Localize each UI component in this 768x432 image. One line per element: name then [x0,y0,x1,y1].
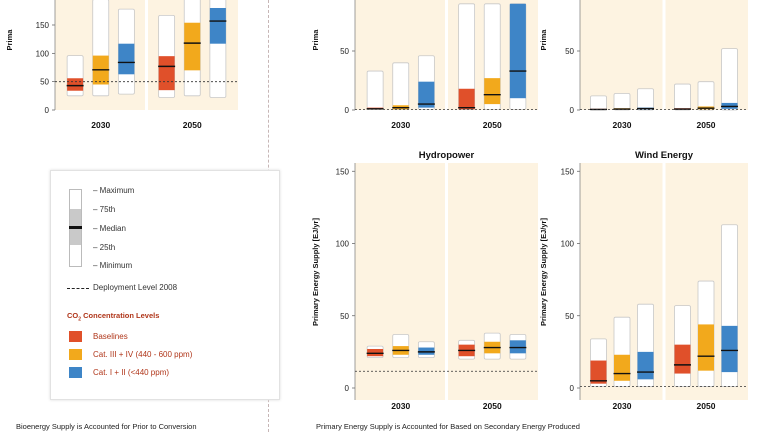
top-middle-category-label: 2050 [483,120,502,130]
top-middle-box-range [366,70,384,110]
hydropower-ytick-label: 150 [336,167,350,176]
legend-maximum: – Maximum [93,186,135,195]
deployment-line-icon [67,288,89,289]
legend-median-label: Median [99,224,126,233]
wind-ylabel: Primary Energy Supply [EJ/yr] [539,218,548,326]
bioenergy-box-iqr-cat_i_ii [118,43,135,75]
cat-iii-iv-swatch [69,349,82,360]
wind-box-iqr-cat_i_ii [637,351,654,380]
cat-i-ii-swatch [69,367,82,378]
top-right-box-range [637,88,654,111]
wind-category-label: 2050 [697,401,716,411]
legend-cat-iii-iv-label: Cat. III + IV (440 - 600 ppm) [93,350,193,359]
wind-ytick-label: 100 [561,240,575,249]
legend-cat-iii-iv: Cat. III + IV (440 - 600 ppm) [51,349,279,363]
hydropower-ytick-label: 50 [340,312,349,321]
wind-ytick-label: 50 [565,312,574,321]
top-middle-category-label: 2030 [391,120,410,130]
top-right-box-range [721,48,738,111]
top-middle-box-iqr-cat_i_ii [509,3,526,99]
top-right-category-label: 2050 [697,120,716,130]
top-right-ytick-label: 50 [565,47,574,56]
legend: – Maximum – 75th – Median – 25th – Minim… [50,170,280,400]
top-middle-ytick-label: 50 [340,47,349,56]
bioenergy-ytick-label: 50 [40,78,49,87]
legend-box-glyph [69,189,82,267]
hydropower-box-iqr-cat_i_ii [509,340,526,354]
hydropower-box-iqr-cat_i_ii [418,347,435,355]
top-middle-box-iqr-cat_i_ii [418,81,435,108]
top-middle-box-range [392,62,410,110]
hydropower-category-label: 2050 [483,401,502,411]
legend-deployment-label: Deployment Level 2008 [93,283,178,292]
wind-title: Wind Energy [635,150,694,161]
hydropower-category-label: 2030 [391,401,410,411]
bioenergy-ytick-label: 0 [45,106,50,115]
legend-deployment: Deployment Level 2008 [51,283,279,297]
co2-subscript: 2 [78,316,82,323]
bioenergy-box-iqr-baselines [67,78,84,91]
hydropower-box-iqr-baselines [367,348,384,357]
top-middle-ylabel: Prima [311,29,320,51]
concentration-label: Concentration Levels [81,311,160,320]
legend-p25: – 25th [93,243,116,252]
wind-category-label: 2030 [613,401,632,411]
wind-box-iqr-baselines [590,360,607,384]
top-right-box-range [613,93,631,111]
legend-p75-label: 75th [99,205,116,214]
bioenergy-box-iqr-baselines [158,56,175,91]
wind-box-iqr-cat_i_ii [721,325,738,373]
bioenergy-ytick-label: 150 [36,21,50,30]
bioenergy-category-label: 2050 [183,120,202,130]
top-right-ytick-label: 0 [570,106,575,115]
legend-cat-i-ii-label: Cat. I + II (<440 ppm) [93,368,170,377]
top-right-box-range [674,83,691,111]
bioenergy-ytick-label: 100 [36,49,50,58]
caption-right: Primary Energy Supply is Accounted for B… [316,422,580,431]
top-middle-box-iqr-cat_iii_iv [484,78,501,105]
bioenergy-box-iqr-cat_i_ii [209,7,226,44]
wind-box-iqr-cat_iii_iv [698,324,714,371]
legend-p75: – 75th [93,205,116,214]
legend-maximum-label: Maximum [99,186,135,195]
legend-minimum: – Minimum [93,261,133,270]
hydropower-ylabel: Primary Energy Supply [EJ/yr] [311,218,320,326]
bioenergy-ylabel: Prima [5,29,14,51]
wind-box-iqr-baselines [674,344,691,374]
bioenergy-box-iqr-cat_iii_iv [184,22,201,71]
top-right-ylabel: Prima [539,29,548,51]
legend-baselines: Baselines [51,331,279,345]
legend-cat-i-ii: Cat. I + II (<440 ppm) [51,367,279,381]
top-middle-box-iqr-baselines [458,88,475,110]
hydropower-ytick-label: 100 [336,240,350,249]
co2-label: CO [67,311,79,320]
legend-median: – Median [93,224,126,233]
wind-ytick-label: 150 [561,167,575,176]
legend-baselines-label: Baselines [93,332,128,341]
hydropower-ytick-label: 0 [345,384,350,393]
bioenergy-category-label: 2030 [91,120,110,130]
top-right-box-range [697,81,715,111]
top-right-box-range [590,95,607,111]
legend-concentration-title: CO2 Concentration Levels [51,311,279,325]
caption-left: Bioenergy Supply is Accounted for Prior … [16,422,197,431]
top-right-category-label: 2030 [613,120,632,130]
wind-box-iqr-cat_iii_iv [614,354,630,381]
hydropower-title: Hydropower [419,150,475,161]
wind-ytick-label: 0 [570,384,575,393]
legend-p25-label: 25th [99,243,116,252]
legend-minimum-label: Minimum [99,261,133,270]
baselines-swatch [69,331,82,342]
top-middle-ytick-label: 0 [345,106,350,115]
